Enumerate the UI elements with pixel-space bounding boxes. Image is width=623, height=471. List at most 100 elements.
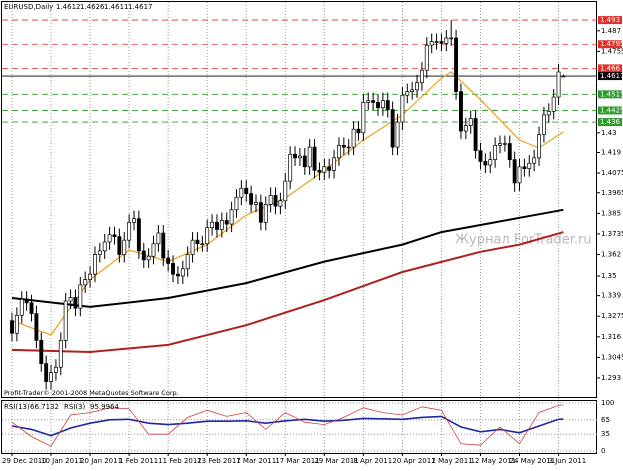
y-tick-label: 1.339 bbox=[601, 292, 621, 300]
x-tick-label: 7 Mar 2011 bbox=[236, 457, 276, 465]
candle-body bbox=[24, 298, 29, 304]
candle-body bbox=[410, 89, 415, 93]
candle-body bbox=[44, 363, 49, 382]
candle-body bbox=[522, 166, 527, 169]
main-frame bbox=[1, 1, 597, 398]
candle-body bbox=[88, 273, 93, 280]
candle-body bbox=[97, 250, 102, 255]
candle-body bbox=[341, 144, 346, 148]
candle-body bbox=[307, 146, 312, 168]
candle-body bbox=[132, 218, 136, 223]
candle-body bbox=[376, 102, 380, 109]
x-tick-label: 23 Feb 2011 bbox=[197, 457, 241, 465]
candle-body bbox=[459, 91, 463, 132]
candle-body bbox=[83, 279, 88, 286]
candle-body bbox=[424, 44, 429, 71]
candle-body bbox=[229, 209, 234, 225]
candle-body bbox=[288, 153, 293, 182]
candle-body bbox=[136, 218, 141, 252]
candle-body bbox=[249, 193, 254, 205]
candle-body bbox=[122, 239, 127, 255]
candle-body bbox=[258, 202, 263, 223]
candle-body bbox=[317, 170, 322, 173]
x-tick-label: 3 Jun 2011 bbox=[549, 457, 587, 465]
candle-body bbox=[312, 146, 317, 171]
indicator-frame bbox=[1, 400, 597, 454]
candle-body bbox=[302, 155, 307, 168]
candle-body bbox=[254, 202, 258, 205]
candle-body bbox=[527, 162, 532, 169]
candle-body bbox=[439, 41, 444, 44]
indicator-line bbox=[11, 404, 564, 447]
candle-body bbox=[156, 232, 161, 245]
candle-body bbox=[224, 220, 229, 225]
candle-body bbox=[151, 243, 156, 257]
header-high: 1.4626 bbox=[80, 3, 105, 11]
candle-body bbox=[53, 366, 58, 373]
x-tick-label: 10 Jan 2011 bbox=[41, 457, 83, 465]
candle-body bbox=[297, 155, 302, 159]
header-open: 1.4612 bbox=[56, 3, 81, 11]
candle-body bbox=[556, 71, 561, 98]
candle-body bbox=[517, 166, 522, 184]
candle-body bbox=[195, 239, 200, 245]
candle-body bbox=[39, 340, 44, 364]
candle-body bbox=[444, 37, 449, 44]
candle-body bbox=[405, 91, 410, 96]
candle-body bbox=[200, 243, 205, 245]
candle-body bbox=[19, 298, 24, 316]
x-tick-label: 1 Feb 2011 bbox=[119, 457, 158, 465]
candle-body bbox=[273, 195, 278, 207]
candle-body bbox=[361, 102, 366, 134]
candle-body bbox=[73, 297, 78, 309]
y-tick-label: 1.4755 bbox=[601, 47, 623, 55]
level-box bbox=[598, 64, 622, 73]
candle-body bbox=[210, 221, 215, 228]
indicator-name: RSI(13) bbox=[4, 403, 30, 411]
candle-body bbox=[385, 100, 390, 110]
candle-body bbox=[161, 232, 166, 259]
x-tick-label: 29 Mar 2011 bbox=[314, 457, 358, 465]
level-label: 1.466 bbox=[600, 64, 621, 72]
candle-body bbox=[63, 300, 68, 341]
candle-body bbox=[107, 234, 112, 243]
candle-body bbox=[49, 372, 53, 382]
copyright: Profit-Trader© 2001-2008 MetaQuotes Soft… bbox=[4, 389, 179, 397]
indicator-tick-label: 35 bbox=[601, 430, 610, 438]
candle-body bbox=[468, 118, 473, 126]
candle-body bbox=[180, 268, 185, 277]
candle-body bbox=[512, 159, 517, 184]
candle-body bbox=[356, 128, 361, 134]
candle-body bbox=[215, 221, 219, 230]
candle-body bbox=[546, 110, 551, 116]
indicator-name: RSI(3) bbox=[64, 403, 86, 411]
candle-body bbox=[141, 250, 146, 261]
candle-body bbox=[283, 180, 288, 202]
candle-body bbox=[449, 37, 454, 40]
indicator-tick-label: 0 bbox=[601, 447, 605, 455]
symbol: EURUSD,Daily bbox=[4, 3, 53, 11]
candle-body bbox=[390, 109, 395, 148]
candle-body bbox=[185, 254, 190, 270]
candle-body bbox=[102, 241, 107, 252]
candle-body bbox=[346, 146, 351, 149]
level-box bbox=[598, 106, 622, 115]
candle-body bbox=[541, 114, 546, 135]
candle-body bbox=[327, 166, 332, 171]
candle-body bbox=[58, 340, 63, 368]
x-tick-label: 12 May 2011 bbox=[470, 457, 516, 465]
candle-body bbox=[337, 144, 341, 159]
watermark: Журнал ForTrader.ru bbox=[455, 233, 592, 248]
candle-body bbox=[561, 75, 566, 78]
candle-body bbox=[322, 166, 327, 173]
candle-body bbox=[400, 94, 405, 123]
level-box bbox=[598, 72, 622, 81]
level-box bbox=[598, 16, 622, 25]
candle-body bbox=[488, 159, 493, 166]
candle-body bbox=[117, 236, 122, 255]
candle-body bbox=[366, 100, 371, 103]
candle-body bbox=[380, 100, 385, 109]
candle-body bbox=[415, 82, 419, 91]
candle-body bbox=[171, 263, 175, 275]
level-box bbox=[598, 118, 622, 127]
